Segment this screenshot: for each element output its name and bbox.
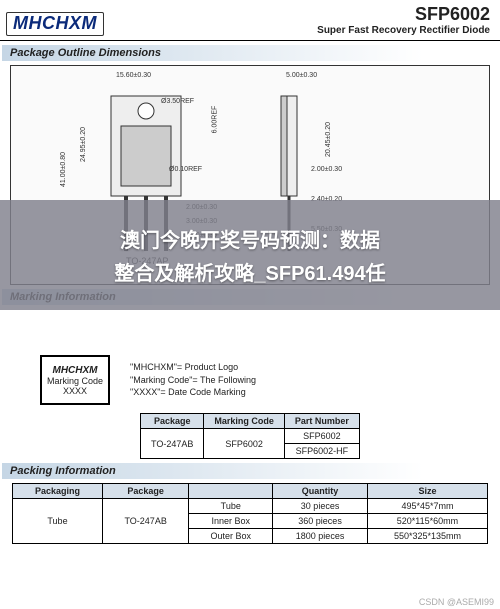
dim-side-h2: 2.00±0.30 [311,166,342,173]
pt-h1: Package [102,484,188,499]
watermark: CSDN @ASEMI99 [419,597,494,607]
pt-h4: Size [367,484,487,499]
pt-r0c1: TO-247AB [102,499,188,544]
note1: "MHCHXM"= Product Logo [130,361,256,374]
part-number: SFP6002 [317,4,490,25]
pt-r0c2: Tube [189,499,273,514]
overlay-banner: 澳门今晚开奖号码预测：数据 整合及解析攻略_SFP61.494任 [0,200,500,310]
marking-notes: "MHCHXM"= Product Logo "Marking Code"= T… [130,361,256,399]
section-title-packing: Packing Information [2,463,498,479]
mt-h2: Part Number [284,414,359,429]
pt-r2c2: Outer Box [189,529,273,544]
part-description: Super Fast Recovery Rectifier Diode [317,25,490,36]
marking-table: Package Marking Code Part Number TO-247A… [140,413,360,459]
pt-r1c2: Inner Box [189,514,273,529]
dim-hbody: 24.95±0.20 [80,127,87,162]
divider [0,40,500,41]
section-title-outline: Package Outline Dimensions [2,45,498,61]
header-right: SFP6002 Super Fast Recovery Rectifier Di… [317,4,490,36]
dim-w-top: 15.60±0.30 [116,72,151,79]
logo: MHCHXM [6,12,104,36]
pt-r2c3: 1800 pieces [273,529,368,544]
header: MHCHXM SFP6002 Super Fast Recovery Recti… [0,0,500,38]
note2: "Marking Code"= The Following [130,374,256,387]
pt-r1c3: 360 pieces [273,514,368,529]
mt-r1c2: SFP6002-HF [284,444,359,459]
pt-r1c4: 520*115*60mm [367,514,487,529]
dim-hole: Ø3.50REF [161,98,194,105]
overlay-line2: 整合及解析攻略_SFP61.494任 [114,257,385,286]
mt-r0c2: SFP6002 [284,429,359,444]
pt-r0c3: 30 pieces [273,499,368,514]
dim-htotal: 41.00±0.80 [60,152,67,187]
marking-area: MHCHXM Marking Code XXXX "MHCHXM"= Produ… [40,355,488,405]
chip-brand: MHCHXM [53,365,98,376]
mt-h1: Marking Code [204,414,285,429]
chip-row3: XXXX [63,386,87,396]
packing-table: Packaging Package Quantity Size Tube TO-… [12,483,488,544]
dim-href: 6.00REF [211,106,218,134]
dim-e010: Ø0.10REF [169,166,202,173]
chip-row2: Marking Code [47,376,103,386]
note3: "XXXX"= Date Code Marking [130,386,256,399]
pt-h0: Packaging [13,484,103,499]
pt-h3: Quantity [273,484,368,499]
marking-chip: MHCHXM Marking Code XXXX [40,355,110,405]
dim-side-h1: 20.45±0.20 [325,122,332,157]
dim-side-w: 5.00±0.30 [286,72,317,79]
pt-r0c0: Tube [13,499,103,544]
mt-r0c0: TO-247AB [141,429,204,459]
overlay-line1: 澳门今晚开奖号码预测：数据 [120,224,380,253]
mt-r0c1: SFP6002 [204,429,285,459]
pt-r0c4: 495*45*7mm [367,499,487,514]
mt-h0: Package [141,414,204,429]
pt-r2c4: 550*325*135mm [367,529,487,544]
pt-h2 [189,484,273,499]
